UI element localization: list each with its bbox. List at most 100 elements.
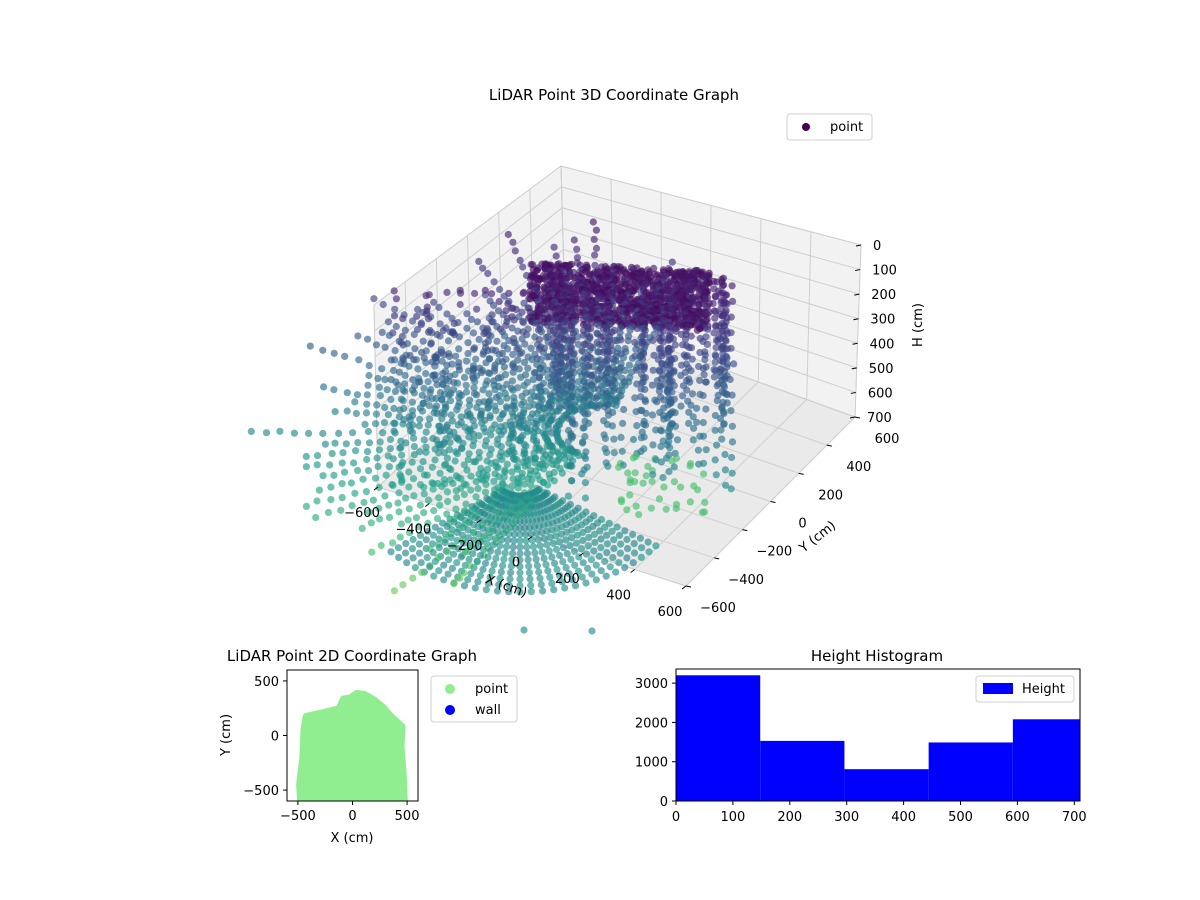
plot3d-point: [645, 548, 653, 556]
plot3d-point: [621, 366, 629, 374]
plot3d-point: [484, 404, 492, 412]
plot3d-point: [363, 400, 371, 408]
plot3d-point: [632, 502, 640, 510]
plot3d-grid-line-xwall: [806, 231, 812, 400]
plot3d-point: [504, 536, 512, 544]
plot3d-point: [527, 414, 535, 422]
hist-bar: [844, 769, 929, 801]
plot3d-point: [521, 530, 530, 538]
plot2d-x-label: X (cm): [331, 831, 374, 846]
plot3d-point: [664, 336, 673, 344]
plot3d-point: [678, 361, 686, 369]
plot3d-point: [671, 341, 679, 349]
plot3d-point: [428, 329, 436, 337]
plot3d-point: [399, 581, 407, 589]
plot3d-point: [700, 470, 708, 478]
plot3d-point: [520, 626, 528, 634]
plot3d-point: [657, 442, 665, 451]
plot3d-point: [492, 407, 500, 415]
plot3d-point: [630, 549, 639, 557]
plot3d-point: [340, 468, 349, 476]
plot3d-point: [508, 549, 517, 558]
plot3d-point: [455, 394, 463, 402]
plot3d-point: [503, 404, 511, 412]
plot3d-point: [482, 380, 490, 388]
plot3d-point: [520, 358, 529, 366]
plot3d-legend-label: point: [830, 120, 863, 135]
plot3d-point: [537, 388, 545, 396]
hist-x-tick-label: 300: [834, 810, 859, 825]
plot3d-y-tick-mark: [798, 472, 804, 475]
plot3d-point: [374, 374, 382, 383]
plot3d-point: [620, 405, 628, 414]
plot3d-point: [626, 491, 634, 499]
plot3d-point: [331, 408, 339, 416]
plot2d-legend-label-wall: wall: [475, 703, 501, 718]
plot3d-x-tick-label: 400: [606, 589, 631, 604]
plot3d-point: [247, 427, 255, 435]
plot3d-point: [584, 542, 592, 550]
plot3d-point: [665, 468, 673, 476]
plot3d-point: [445, 391, 453, 399]
plot3d-point: [410, 451, 418, 459]
plot3d-point: [415, 540, 423, 548]
plot3d-point: [456, 289, 465, 297]
plot3d-point: [616, 549, 625, 557]
plot3d-point: [509, 543, 517, 551]
plot3d-point: [375, 383, 383, 391]
plot3d-point: [382, 471, 390, 479]
plot3d-point: [413, 312, 421, 320]
plot3d-point: [617, 498, 626, 506]
plot3d-point: [424, 421, 432, 429]
plot3d-point: [342, 440, 350, 448]
plot3d-point: [462, 381, 470, 390]
plot3d-point: [696, 432, 704, 440]
plot3d-point: [430, 507, 438, 515]
plot3d-point: [578, 470, 586, 478]
plot3d-point: [637, 553, 646, 562]
plot3d-point: [495, 473, 503, 481]
plot3d-point: [532, 555, 540, 563]
plot3d-point: [603, 448, 611, 456]
plot3d-point: [689, 436, 697, 444]
plot3d-point: [702, 405, 710, 413]
plot3d-point: [376, 438, 384, 446]
plot3d-point: [486, 369, 494, 378]
plot3d-point: [365, 508, 373, 516]
plot3d-point: [720, 420, 728, 428]
plot3d-point: [511, 339, 519, 347]
plot3d-point: [380, 419, 389, 427]
plot3d-point: [476, 551, 484, 560]
plot3d-point: [378, 365, 386, 373]
plot3d-point: [395, 553, 403, 562]
plot3d-point: [659, 338, 667, 346]
plot3d-point: [420, 436, 428, 444]
plot3d-point: [559, 558, 567, 566]
hist-frame: [675, 668, 1081, 802]
plot3d-y-tick-label: 400: [846, 460, 871, 475]
plot3d-point: [313, 461, 321, 469]
plot3d-point: [516, 543, 524, 551]
plot3d-point: [526, 575, 534, 583]
plot3d-point: [672, 504, 680, 513]
plot3d-point: [405, 529, 414, 537]
plot3d-point: [578, 372, 586, 380]
plot3d-point: [562, 564, 570, 572]
plot3d-point: [512, 305, 520, 313]
plot3d-point: [502, 321, 510, 329]
plot3d-point: [337, 506, 345, 514]
plot2d-area: −500 0 500 −500 0 500: [243, 669, 419, 824]
plot3d-point: [546, 573, 554, 581]
plot3d-point: [367, 519, 375, 527]
plot3d-point: [506, 575, 514, 583]
plot3d-point: [585, 533, 593, 542]
plot3d-point: [481, 442, 489, 450]
plot3d-point: [728, 282, 736, 290]
plot3d-point: [535, 374, 543, 382]
plot3d-point: [476, 538, 484, 546]
plot3d-point: [608, 527, 616, 535]
plot3d-point: [395, 508, 403, 516]
hist-area: 0 100 200 300 400 500 600 700 0 1000 2000 3000: [635, 668, 1087, 825]
plot3d-point: [565, 570, 573, 578]
plot3d-point: [354, 439, 362, 447]
